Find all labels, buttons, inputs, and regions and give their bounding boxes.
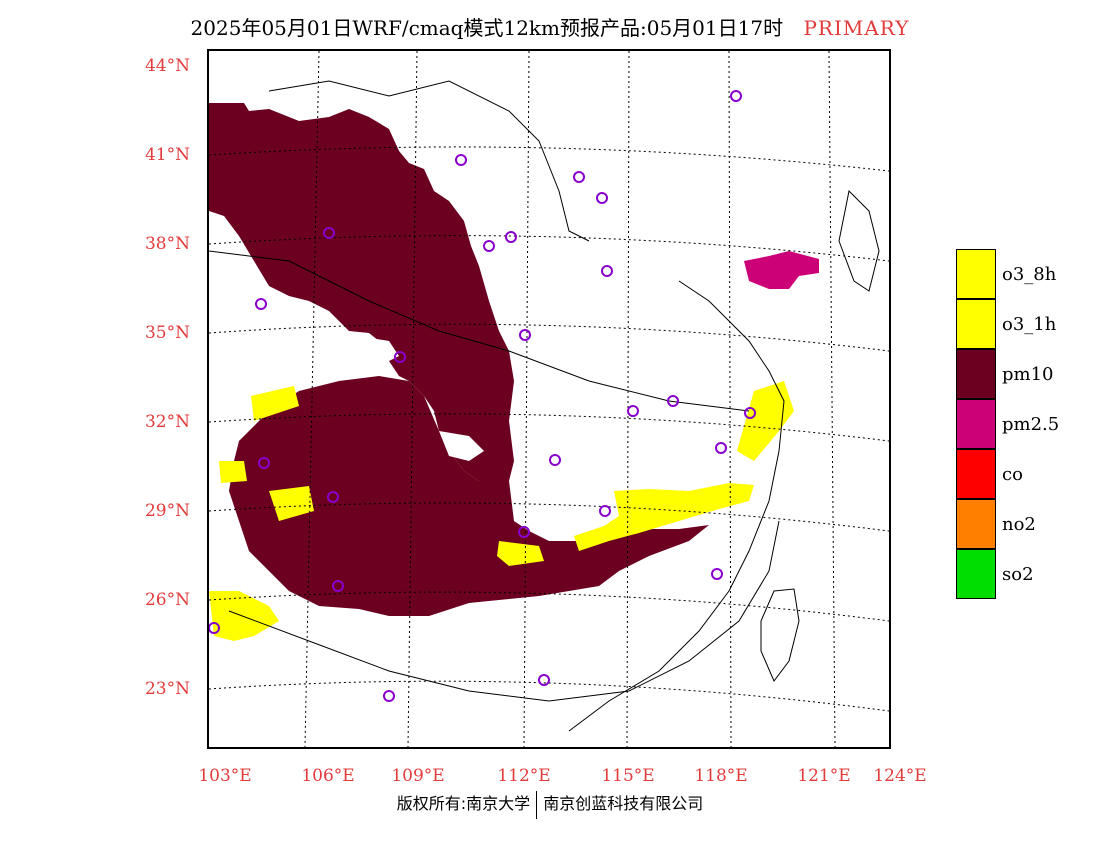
graticule-lon-109 bbox=[407, 51, 418, 747]
legend-label-so2: so2 bbox=[1002, 564, 1034, 585]
lat-label-26: 26°N bbox=[144, 590, 190, 610]
station-marker bbox=[209, 622, 220, 634]
pm25-patch-shandong bbox=[744, 251, 819, 289]
legend-label-o3-8h: o3_8h bbox=[1002, 264, 1057, 285]
station-marker bbox=[744, 407, 756, 419]
station-marker bbox=[258, 457, 270, 469]
clear-area-2 bbox=[439, 431, 484, 461]
legend-swatch-co bbox=[956, 449, 996, 499]
lon-label-112: 112°E bbox=[497, 766, 551, 786]
station-marker bbox=[483, 240, 495, 252]
taiwan-outline bbox=[760, 588, 800, 682]
graticule-lat-26 bbox=[209, 591, 889, 622]
station-marker bbox=[323, 227, 335, 239]
title-text: 2025年05月01日WRF/cmaq模式12km预报产品:05月01日17时 bbox=[190, 16, 784, 40]
o3-patch-central bbox=[497, 541, 544, 566]
lat-label-44: 44°N bbox=[144, 56, 190, 76]
o3-patch-small bbox=[269, 486, 314, 521]
legend-label-no2: no2 bbox=[1002, 514, 1036, 535]
copyright-right: 南京创蓝科技有限公司 bbox=[543, 794, 704, 813]
pm10-region-southwest bbox=[229, 376, 709, 616]
pm10-region-northwest bbox=[209, 103, 514, 481]
station-marker bbox=[711, 568, 723, 580]
boundary-central bbox=[209, 250, 750, 412]
station-marker bbox=[394, 351, 406, 363]
copyright: 版权所有:南京大学 南京创蓝科技有限公司 bbox=[0, 790, 1100, 819]
station-marker bbox=[730, 90, 742, 102]
o3-patch-east bbox=[574, 483, 754, 551]
graticule-lat-35 bbox=[209, 323, 889, 352]
station-marker bbox=[538, 674, 550, 686]
station-marker bbox=[601, 265, 613, 277]
primary-tag: PRIMARY bbox=[803, 16, 910, 40]
station-marker bbox=[505, 231, 517, 243]
graticule-lat-23 bbox=[209, 680, 889, 712]
map-canvas bbox=[209, 51, 889, 747]
legend-swatch-pm25 bbox=[956, 399, 996, 449]
lon-label-109: 109°E bbox=[391, 766, 445, 786]
o3-patch-southwest bbox=[209, 591, 279, 641]
graticule-lat-38 bbox=[209, 235, 889, 262]
station-marker bbox=[627, 405, 639, 417]
korea-outline bbox=[838, 189, 880, 292]
legend-label-o3-1h: o3_1h bbox=[1002, 314, 1057, 335]
station-marker bbox=[667, 395, 679, 407]
lon-label-121: 121°E bbox=[797, 766, 851, 786]
lat-label-23: 23°N bbox=[144, 679, 190, 699]
lat-label-32: 32°N bbox=[144, 412, 190, 432]
station-marker bbox=[518, 526, 530, 538]
lat-label-29: 29°N bbox=[144, 501, 190, 521]
station-marker bbox=[455, 154, 467, 166]
graticule-lat-32 bbox=[209, 413, 889, 442]
legend-swatch-pm10 bbox=[956, 349, 996, 399]
station-marker bbox=[255, 298, 267, 310]
copyright-divider bbox=[536, 790, 538, 819]
boundary-north bbox=[268, 80, 590, 242]
station-marker bbox=[383, 690, 395, 702]
graticule-lon-106 bbox=[304, 51, 320, 747]
station-marker bbox=[596, 192, 608, 204]
legend-label-co: co bbox=[1002, 464, 1023, 485]
boundary-south bbox=[228, 520, 780, 702]
legend-swatch-no2 bbox=[956, 499, 996, 549]
legend-swatch-o3-1h bbox=[956, 299, 996, 349]
graticule-lon-112 bbox=[523, 51, 530, 747]
legend-label-pm10: pm10 bbox=[1002, 364, 1054, 385]
station-marker bbox=[599, 505, 611, 517]
map-frame bbox=[207, 49, 891, 749]
station-marker bbox=[573, 171, 585, 183]
lat-label-35: 35°N bbox=[144, 323, 190, 343]
lon-label-124: 124°E bbox=[873, 766, 927, 786]
o3-patch-west bbox=[251, 386, 299, 421]
graticule-lat-29 bbox=[209, 502, 889, 532]
station-marker bbox=[549, 454, 561, 466]
lon-label-106: 106°E bbox=[301, 766, 355, 786]
station-marker bbox=[332, 580, 344, 592]
graticule-lon-121 bbox=[828, 51, 836, 747]
legend-label-pm25: pm2.5 bbox=[1002, 414, 1060, 435]
graticule-lon-118 bbox=[728, 51, 732, 747]
coastline-east bbox=[568, 280, 785, 732]
station-marker bbox=[715, 442, 727, 454]
graticule-lat-41 bbox=[209, 146, 889, 172]
map-title: 2025年05月01日WRF/cmaq模式12km预报产品:05月01日17时 … bbox=[0, 12, 1100, 41]
legend-swatch-o3-8h bbox=[956, 249, 996, 299]
lon-label-103: 103°E bbox=[198, 766, 252, 786]
copyright-left: 版权所有:南京大学 bbox=[396, 794, 531, 813]
station-marker bbox=[519, 329, 531, 341]
station-marker bbox=[327, 491, 339, 503]
legend-swatch-so2 bbox=[956, 549, 996, 599]
o3-patch-yangtze bbox=[737, 381, 794, 461]
lat-label-41: 41°N bbox=[144, 145, 190, 165]
clear-area bbox=[359, 336, 399, 366]
lat-label-38: 38°N bbox=[144, 234, 190, 254]
graticule-lon-115 bbox=[626, 51, 630, 747]
o3-patch-small-2 bbox=[219, 461, 247, 483]
lon-label-118: 118°E bbox=[694, 766, 748, 786]
lon-label-115: 115°E bbox=[601, 766, 655, 786]
